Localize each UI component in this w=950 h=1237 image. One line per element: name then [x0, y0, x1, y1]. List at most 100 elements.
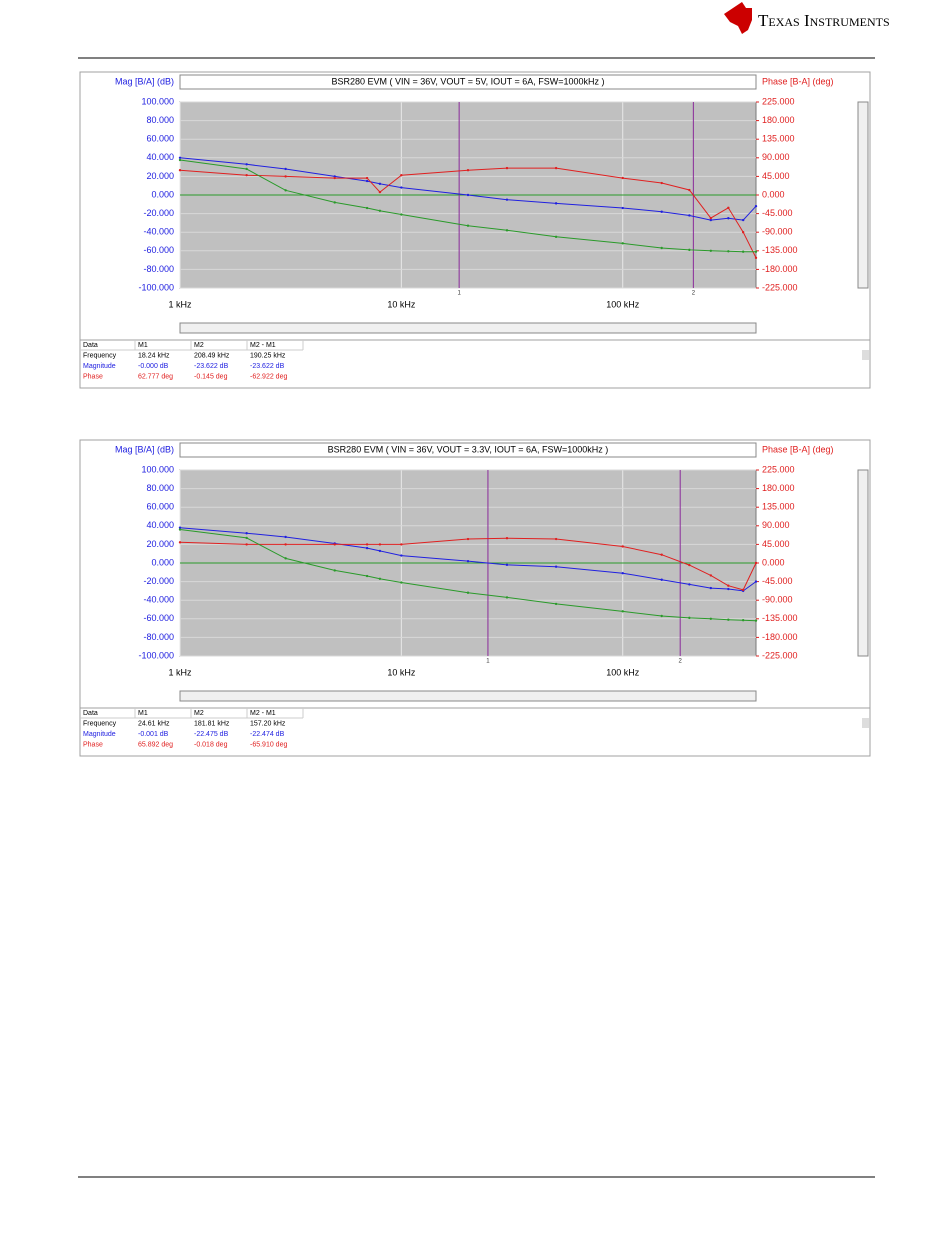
trace-point — [621, 242, 624, 245]
y-axis-label: Mag [B/A] (dB) — [115, 76, 174, 86]
table-cell: -22.474 dB — [250, 731, 285, 738]
trace-point — [727, 584, 730, 587]
trace-point — [660, 181, 663, 185]
table-cell: Magnitude — [83, 731, 116, 738]
trace-point — [741, 588, 745, 592]
title-box — [179, 442, 757, 458]
trace-point — [754, 204, 758, 208]
table-cell: Magnitude — [83, 363, 116, 370]
trace-point — [333, 543, 336, 546]
table-header: M2 - M1 — [250, 710, 276, 717]
y-tick-label: 80.000 — [146, 115, 174, 125]
title-box — [179, 74, 757, 90]
trace-point — [754, 561, 758, 565]
y-tick-label: -100.000 — [138, 650, 174, 660]
x-tick-label: 100 kHz — [606, 667, 640, 677]
table-scrollbar — [862, 718, 869, 728]
y2-tick-label: 180.000 — [762, 483, 795, 493]
table-cell: 24.61 kHz — [138, 720, 170, 727]
trace-point — [709, 216, 713, 220]
trace-point — [621, 206, 624, 210]
trace-point — [754, 619, 758, 622]
h-scrollbar — [179, 322, 757, 334]
chart-title: BSR280 EVM ( VIN = 36V, VOUT = 3.3V, IOU… — [328, 444, 609, 454]
trace-point — [178, 528, 182, 531]
trace-point — [741, 250, 745, 253]
y2-tick-label: -180.000 — [762, 632, 798, 642]
trace-point — [400, 213, 403, 216]
trace-point — [660, 210, 663, 213]
y-tick-label: -100.000 — [138, 282, 174, 292]
h-scrollbar — [179, 690, 757, 702]
y-tick-label: 0.000 — [151, 189, 174, 199]
trace-point — [245, 163, 248, 166]
table-cell: Phase — [83, 373, 103, 380]
trace-point — [284, 167, 287, 171]
trace-point — [400, 173, 403, 177]
trace-point — [688, 616, 691, 620]
y2-tick-label: 225.000 — [762, 464, 795, 474]
trace-point — [621, 572, 624, 575]
table-header: M2 - M1 — [250, 342, 276, 349]
table-scrollbar — [862, 350, 869, 360]
trace-point — [660, 246, 663, 250]
trace-point — [284, 189, 287, 192]
table-cell: 190.25 kHz — [250, 352, 286, 359]
y-tick-label: 20.000 — [146, 539, 174, 549]
trace-point — [688, 214, 691, 217]
trace-point — [365, 574, 369, 578]
y2-tick-label: -45.000 — [762, 208, 793, 218]
y-tick-label: 80.000 — [146, 483, 174, 493]
trace-point — [178, 169, 182, 172]
y2-tick-label: 45.000 — [762, 171, 790, 181]
trace-point — [741, 231, 745, 234]
marker-label: 2 — [692, 291, 696, 297]
trace-point — [505, 198, 509, 201]
trace-point — [178, 526, 182, 529]
y-tick-label: -80.000 — [143, 632, 174, 642]
trace-point — [365, 176, 369, 180]
table-cell: 157.20 kHz — [250, 720, 286, 727]
y2-axis-label: Phase [B-A] (deg) — [762, 76, 834, 86]
table-cell: -65.910 deg — [250, 741, 287, 748]
trace-point — [688, 248, 691, 252]
trace-point — [709, 574, 713, 577]
trace-point — [741, 618, 745, 622]
trace-point — [400, 554, 403, 557]
y2-tick-label: -135.000 — [762, 613, 798, 623]
v-scrollbar — [857, 469, 869, 657]
x-tick-label: 1 kHz — [168, 667, 192, 677]
trace-point — [245, 532, 248, 535]
trace-point — [378, 209, 382, 213]
y2-tick-label: -90.000 — [762, 227, 793, 237]
table-cell: 65.892 deg — [138, 741, 173, 748]
y-axis-label: Mag [B/A] (dB) — [115, 444, 174, 454]
y2-tick-label: -180.000 — [762, 264, 798, 274]
trace-point — [466, 559, 470, 563]
trace-point — [466, 224, 470, 227]
logo-icon — [724, 2, 752, 34]
trace-point — [727, 217, 730, 220]
trace-point — [178, 541, 182, 544]
y-tick-label: -80.000 — [143, 264, 174, 274]
trace-point — [378, 190, 382, 194]
trace-point — [621, 610, 624, 613]
table-cell: -0.145 deg — [194, 373, 228, 380]
table-cell: -23.622 dB — [194, 363, 229, 370]
trace-point — [333, 201, 336, 204]
trace-point — [400, 186, 403, 189]
marker-label: 1 — [457, 291, 461, 297]
y2-tick-label: 90.000 — [762, 520, 790, 530]
trace-point — [284, 535, 287, 539]
marker-label: 2 — [679, 659, 683, 665]
trace-point — [178, 158, 182, 162]
trace-point — [554, 202, 558, 205]
y-tick-label: -40.000 — [143, 227, 174, 237]
trace-point — [245, 167, 248, 171]
trace-point — [754, 250, 758, 253]
table-bg — [79, 339, 871, 389]
trace-point — [466, 169, 470, 172]
trace-point — [333, 569, 336, 572]
y2-tick-label: 90.000 — [762, 152, 790, 162]
x-tick-label: 10 kHz — [387, 299, 416, 309]
